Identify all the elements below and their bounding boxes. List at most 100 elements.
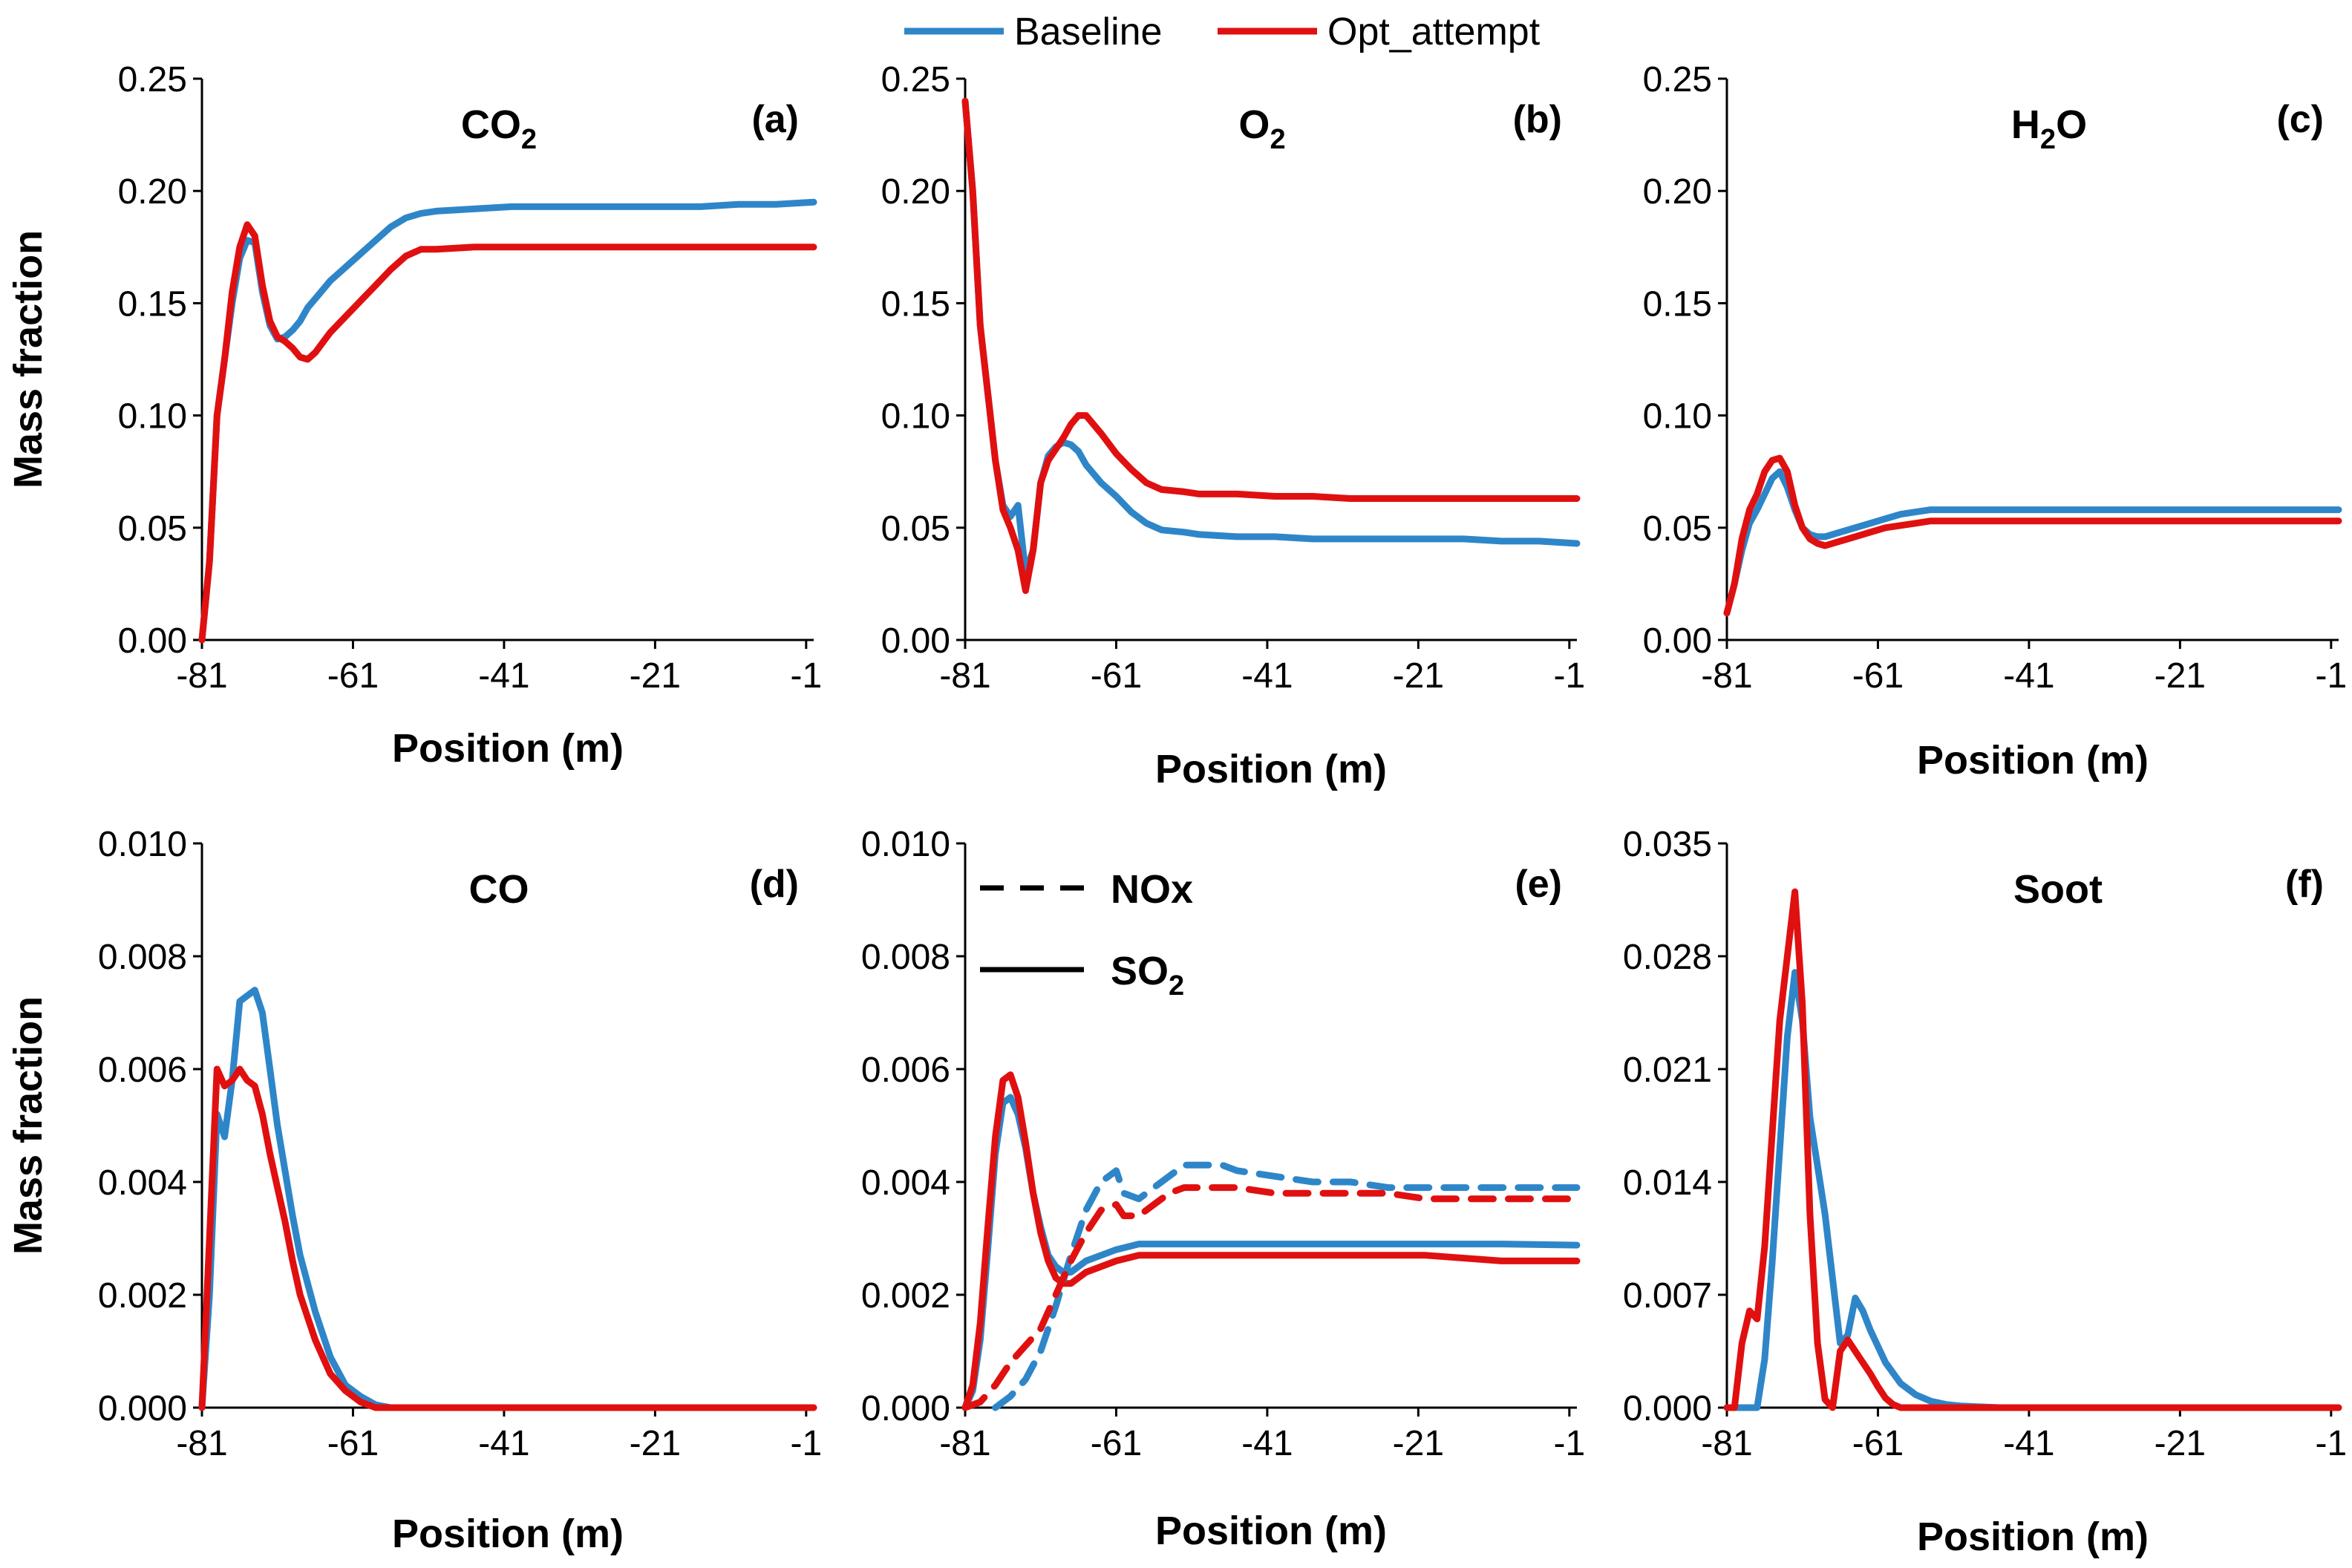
y-tick-label: 0.25 <box>881 60 950 99</box>
x-tick-label: -1 <box>2315 656 2347 696</box>
y-tick-label: 0.25 <box>1643 60 1712 99</box>
panel-c: 0.00 0.05 0.10 0.15 0.20 0.25 -81 -61 -41 -21 -1 Po… <box>1643 60 2348 783</box>
series-line-baseline <box>198 198 817 644</box>
panel-e: 0.000 0.002 0.004 0.006 0.008 0.010 -81 -61 -41 -… <box>861 825 1585 1553</box>
species-title-subscript: 2 <box>521 124 537 155</box>
y-axis-title: Mass fraction <box>6 230 50 489</box>
series-line-opt-attempt <box>198 1065 817 1411</box>
x-tick-label: -21 <box>630 1424 681 1463</box>
y-tick-label: 0.000 <box>1623 1389 1712 1428</box>
series-line-baseline <box>198 987 817 1411</box>
series-line-baseline <box>961 97 1581 576</box>
species-title: H2O <box>2011 102 2087 155</box>
x-tick-label: -81 <box>939 656 990 696</box>
series-line-opt-attempt <box>198 221 817 644</box>
line-style-label-subscript: 2 <box>1169 970 1184 1002</box>
x-tick-label: -21 <box>630 656 681 696</box>
x-tick-label: -1 <box>1553 656 1585 696</box>
species-title: CO2 <box>461 102 537 155</box>
species-title-main: CO <box>469 867 529 912</box>
x-tick-label: -61 <box>1852 656 1904 696</box>
panel-label: (b) <box>1513 98 1562 141</box>
y-tick-label: 0.006 <box>98 1051 187 1090</box>
x-tick-label: -81 <box>939 1424 990 1463</box>
y-tick-label: 0.008 <box>98 938 187 977</box>
x-tick-label: -41 <box>1241 656 1293 696</box>
species-title: O2 <box>1238 102 1285 155</box>
x-axis-title: Position (m) <box>1917 1515 2149 1559</box>
y-tick-label: 0.05 <box>118 509 187 549</box>
x-tick-label: -41 <box>478 656 529 696</box>
y-tick-label: 0.10 <box>881 397 950 437</box>
legend-label-baseline: Baseline <box>1014 10 1162 53</box>
x-tick-label: -1 <box>1553 1424 1585 1463</box>
x-tick-label: -61 <box>327 656 379 696</box>
y-tick-label: 0.00 <box>1643 621 1712 661</box>
x-tick-label: -61 <box>1852 1424 1904 1463</box>
species-title-subscript: 2 <box>2040 124 2056 155</box>
x-axis-title: Position (m) <box>1155 747 1387 791</box>
x-axis-title: Position (m) <box>392 726 624 771</box>
species-title-subscript: 2 <box>1270 124 1285 155</box>
species-title-main: H <box>2011 102 2040 147</box>
y-tick-label: 0.002 <box>98 1276 187 1316</box>
panel-f: 0.000 0.007 0.014 0.021 0.028 0.035 -81 -61 -41 -… <box>1623 825 2347 1559</box>
panel-a: 0.00 0.05 0.10 0.15 0.20 0.25 -81 -61 -41 -21 -1 Po… <box>6 60 822 771</box>
y-tick-label: 0.10 <box>1643 397 1712 437</box>
line-style-label-nox: NOx <box>1111 867 1193 912</box>
panel-label: (d) <box>750 863 799 906</box>
y-tick-label: 0.004 <box>98 1163 187 1203</box>
panel-label: (f) <box>2285 863 2324 906</box>
x-tick-label: -81 <box>176 656 227 696</box>
x-tick-label: -1 <box>790 656 822 696</box>
panel-label: (a) <box>751 98 799 141</box>
y-tick-label: 0.10 <box>118 397 187 437</box>
x-tick-label: -81 <box>176 1424 227 1463</box>
y-tick-label: 0.00 <box>118 621 187 661</box>
species-title: Soot <box>2013 867 2103 912</box>
x-tick-label: -21 <box>1393 656 1444 696</box>
y-tick-label: 0.15 <box>1643 284 1712 324</box>
x-tick-label: -81 <box>1701 656 1752 696</box>
line-style-label-main: SO <box>1111 949 1169 993</box>
series-line-opt-attempt-nox <box>961 1184 1581 1411</box>
panel-d: 0.000 0.002 0.004 0.006 0.008 0.010 -81 -61 -41 -… <box>6 825 822 1556</box>
legend-label-opt-attempt: Opt_attempt <box>1327 10 1541 53</box>
x-axis-title: Position (m) <box>1917 738 2149 783</box>
y-tick-label: 0.000 <box>861 1389 950 1428</box>
y-tick-label: 0.008 <box>861 938 950 977</box>
x-tick-label: -1 <box>2315 1424 2347 1463</box>
y-axis-title: Mass fraction <box>6 996 50 1255</box>
y-tick-label: 0.05 <box>1643 509 1712 549</box>
line-style-label-so2: SO2 <box>1111 949 1184 1002</box>
series-line-baseline <box>1723 468 2342 617</box>
species-title-main: O <box>1238 102 1270 147</box>
series-legend: Baseline Opt_attempt <box>904 10 1541 53</box>
y-tick-label: 0.035 <box>1623 825 1712 864</box>
species-title-main: CO <box>461 102 521 147</box>
y-tick-label: 0.20 <box>1643 172 1712 212</box>
y-tick-label: 0.021 <box>1623 1051 1712 1090</box>
series-line-baseline-nox <box>992 1161 1581 1411</box>
y-tick-label: 0.028 <box>1623 938 1712 977</box>
y-tick-label: 0.05 <box>881 509 950 549</box>
y-tick-label: 0.20 <box>118 172 187 212</box>
y-tick-label: 0.00 <box>881 621 950 661</box>
x-tick-label: -21 <box>1393 1424 1444 1463</box>
panel-label: (c) <box>2276 98 2324 141</box>
x-tick-label: -61 <box>1091 1424 1142 1463</box>
x-tick-label: -41 <box>1241 1424 1293 1463</box>
y-tick-label: 0.15 <box>881 284 950 324</box>
series-line-opt-attempt <box>961 97 1581 594</box>
x-tick-label: -1 <box>790 1424 822 1463</box>
x-tick-label: -21 <box>2155 656 2206 696</box>
y-tick-label: 0.002 <box>861 1276 950 1316</box>
x-tick-label: -41 <box>478 1424 529 1463</box>
y-tick-label: 0.006 <box>861 1051 950 1090</box>
y-tick-label: 0.014 <box>1623 1163 1712 1203</box>
x-tick-label: -21 <box>2155 1424 2206 1463</box>
species-title-main: Soot <box>2013 867 2103 912</box>
y-tick-label: 0.25 <box>118 60 187 99</box>
y-tick-label: 0.010 <box>98 825 187 864</box>
